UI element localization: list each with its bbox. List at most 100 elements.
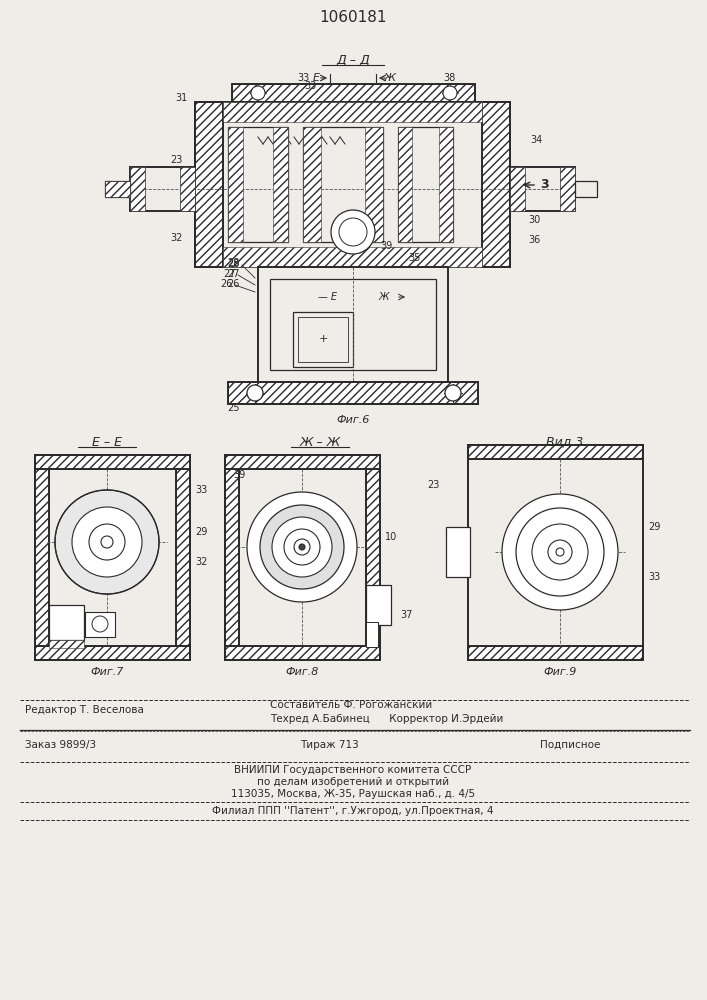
Text: 39: 39 — [380, 241, 392, 251]
Text: Вид 3: Вид 3 — [547, 436, 584, 448]
Bar — [180, 167, 195, 211]
Bar — [482, 102, 510, 267]
Text: Фиг.6: Фиг.6 — [337, 415, 370, 425]
Text: Тираж 713: Тираж 713 — [300, 740, 358, 750]
Bar — [85, 612, 115, 637]
Text: ВНИИПИ Государственного комитета СССР: ВНИИПИ Государственного комитета СССР — [235, 765, 472, 775]
Bar — [228, 382, 478, 404]
Bar — [225, 455, 380, 469]
Bar — [293, 312, 353, 367]
Circle shape — [272, 517, 332, 577]
Bar — [35, 455, 49, 660]
Circle shape — [443, 86, 457, 100]
Bar — [228, 382, 478, 404]
Text: Е: Е — [312, 73, 320, 83]
Text: 33: 33 — [195, 485, 207, 495]
Text: 28: 28 — [228, 258, 240, 268]
Bar — [35, 646, 190, 660]
Bar — [365, 127, 383, 242]
Bar — [35, 646, 190, 660]
Bar — [225, 455, 239, 660]
Text: 30: 30 — [528, 215, 540, 225]
Bar — [560, 167, 575, 211]
Circle shape — [532, 524, 588, 580]
Text: 1060181: 1060181 — [320, 10, 387, 25]
Circle shape — [299, 544, 305, 550]
Text: 31: 31 — [176, 93, 188, 103]
Bar — [468, 646, 643, 660]
Text: 33: 33 — [304, 81, 316, 91]
Text: 26: 26 — [221, 279, 233, 289]
Text: 36: 36 — [528, 235, 540, 245]
Bar — [225, 455, 380, 469]
Bar — [225, 455, 380, 660]
Text: 33: 33 — [648, 572, 660, 582]
Text: 32: 32 — [195, 557, 207, 567]
Text: 25: 25 — [228, 403, 240, 413]
Bar — [105, 181, 130, 197]
Text: Фиг.7: Фиг.7 — [90, 667, 124, 677]
Bar — [366, 455, 380, 660]
Bar — [228, 127, 243, 242]
Bar — [273, 127, 288, 242]
Text: 10: 10 — [385, 532, 397, 542]
Bar — [176, 455, 190, 660]
Bar — [398, 127, 453, 242]
Bar — [35, 455, 190, 469]
Bar — [270, 279, 436, 370]
Circle shape — [516, 508, 604, 596]
Text: по делам изобретений и открытий: по делам изобретений и открытий — [257, 777, 449, 787]
Text: Фиг.9: Фиг.9 — [543, 667, 577, 677]
Bar — [130, 167, 195, 211]
Text: 29: 29 — [195, 527, 207, 537]
Text: +: + — [318, 334, 327, 344]
Text: Ж – Ж: Ж – Ж — [299, 436, 341, 448]
Bar — [35, 455, 49, 660]
Bar — [298, 317, 348, 362]
Bar — [232, 84, 475, 102]
Bar — [575, 181, 597, 197]
Text: 38: 38 — [443, 73, 455, 83]
Text: Е – Е: Е – Е — [92, 436, 122, 448]
Circle shape — [101, 536, 113, 548]
Circle shape — [556, 548, 564, 556]
Bar — [303, 127, 383, 242]
Text: 27: 27 — [228, 269, 240, 279]
Circle shape — [92, 616, 108, 632]
Circle shape — [502, 494, 618, 610]
Text: 23: 23 — [170, 155, 183, 165]
Text: Подписное: Подписное — [540, 740, 600, 750]
Bar — [366, 622, 378, 647]
Bar — [468, 445, 643, 459]
Text: 37: 37 — [400, 610, 412, 620]
Bar — [446, 527, 470, 577]
Bar — [228, 127, 288, 242]
Text: Ж: Ж — [384, 73, 396, 83]
Text: — Е: — Е — [318, 292, 337, 302]
Bar — [510, 167, 575, 211]
Circle shape — [260, 505, 344, 589]
Bar — [176, 455, 190, 660]
Bar — [225, 455, 239, 660]
Bar — [130, 167, 145, 211]
Bar — [35, 455, 190, 469]
Circle shape — [294, 539, 310, 555]
Text: 33: 33 — [297, 73, 309, 83]
Text: 34: 34 — [530, 135, 542, 145]
Bar — [225, 646, 380, 660]
Bar — [232, 84, 475, 102]
Text: 3: 3 — [540, 178, 549, 192]
Circle shape — [247, 492, 357, 602]
Bar — [195, 102, 223, 267]
Bar — [223, 102, 482, 122]
Text: Заказ 9899/3: Заказ 9899/3 — [25, 740, 96, 750]
Bar — [195, 102, 510, 267]
Bar — [366, 455, 380, 660]
Bar — [225, 646, 380, 660]
Text: Техред А.Бабинец      Корректор И.Эрдейи: Техред А.Бабинец Корректор И.Эрдейи — [270, 714, 503, 724]
Circle shape — [331, 210, 375, 254]
Text: Филиал ППП ''Патент'', г.Ужгород, ул.Проектная, 4: Филиал ППП ''Патент'', г.Ужгород, ул.Про… — [212, 806, 493, 816]
Text: 29: 29 — [648, 522, 660, 532]
Circle shape — [251, 86, 265, 100]
Bar — [482, 102, 510, 267]
